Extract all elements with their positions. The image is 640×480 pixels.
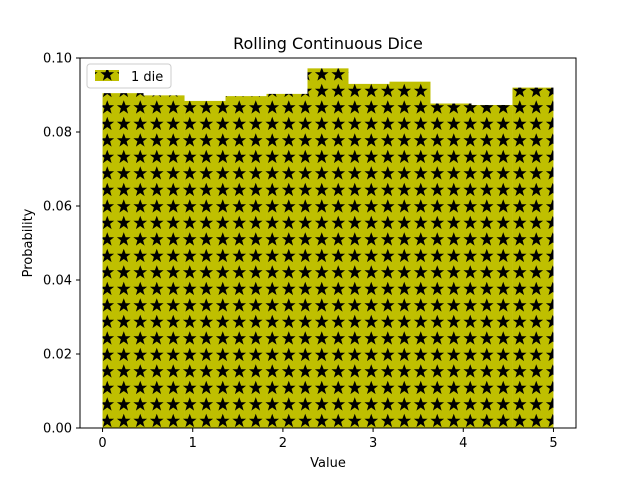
chart-title: Rolling Continuous Dice xyxy=(233,34,423,53)
y-tick-label: 0.04 xyxy=(43,274,72,289)
histogram-bar xyxy=(389,81,431,429)
histogram-bar xyxy=(471,104,513,429)
histogram-bar xyxy=(430,103,472,428)
histogram-bar xyxy=(143,95,185,429)
histogram-bar xyxy=(225,96,267,429)
y-tick-label: 0.02 xyxy=(43,348,72,363)
x-tick-label: 2 xyxy=(279,436,287,451)
x-axis-ticks: 0 1 2 3 4 5 xyxy=(98,428,558,451)
histogram-bar xyxy=(266,93,308,428)
histogram-bar xyxy=(307,68,349,429)
legend-label: 1 die xyxy=(131,70,163,85)
y-axis-title: Probability xyxy=(21,208,36,277)
y-tick-label: 0.06 xyxy=(43,200,72,215)
histogram-bar xyxy=(512,87,554,428)
bars-group xyxy=(102,68,554,429)
histogram-bar xyxy=(348,83,390,429)
histogram-bar xyxy=(102,93,144,429)
legend: 1 die xyxy=(86,63,172,89)
x-tick-label: 4 xyxy=(459,436,467,451)
y-tick-label: 0.00 xyxy=(43,422,72,437)
x-tick-label: 1 xyxy=(189,436,197,451)
plot-frame xyxy=(79,57,577,429)
y-tick-label: 0.10 xyxy=(43,52,72,67)
histogram-bar xyxy=(184,100,226,429)
legend-swatch xyxy=(95,70,119,81)
x-tick-label: 3 xyxy=(369,436,377,451)
x-axis-title: Value xyxy=(310,456,346,471)
x-tick-label: 5 xyxy=(549,436,557,451)
x-tick-label: 0 xyxy=(98,436,106,451)
y-tick-label: 0.08 xyxy=(43,126,72,141)
y-axis-ticks: 0.00 0.02 0.04 0.06 0.08 0.10 xyxy=(43,52,80,437)
